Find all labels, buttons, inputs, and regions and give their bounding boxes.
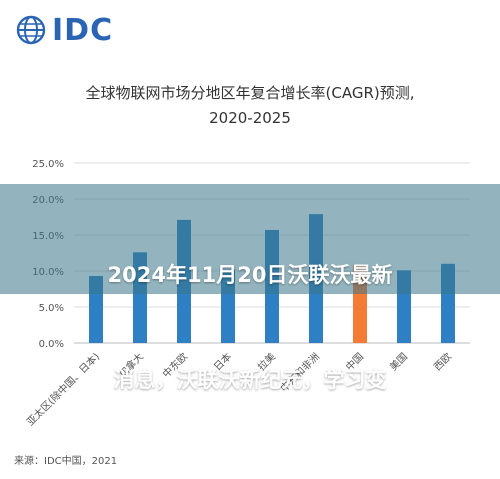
y-tick-label: 25.0% <box>32 159 64 170</box>
headline-banner <box>0 184 500 294</box>
chart-title: 全球物联网市场分地区年复合增长率(CAGR)预测, <box>85 84 415 102</box>
source-note: 来源：IDC中国，2021 <box>14 456 118 467</box>
headline-line-1: 2024年11月20日沃联沃最新 <box>107 263 393 287</box>
headline-text: 2024年11月20日沃联沃最新 消息，沃联沃新纪元，学习变 <box>0 188 500 433</box>
headline-line-2: 消息，沃联沃新纪元，学习变 <box>113 368 387 392</box>
y-tick-label: 0.0% <box>39 339 64 350</box>
idc-globe-icon <box>16 15 46 45</box>
idc-logo: IDC <box>16 12 114 48</box>
y-tick-label: 5.0% <box>39 303 64 314</box>
chart-subtitle: 2020-2025 <box>209 109 291 127</box>
logo-text: IDC <box>52 12 114 48</box>
